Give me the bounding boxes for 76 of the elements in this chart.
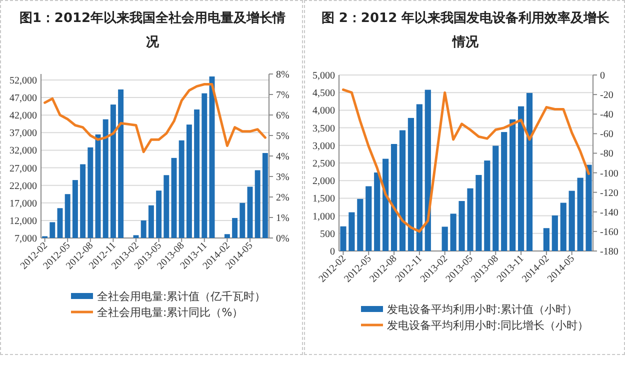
legend-label: 发电设备平均利用小时:累计值（小时） — [387, 303, 578, 316]
chart-title: 图1：2012年以来我国全社会用电量及增长情况 — [18, 10, 287, 52]
y-tick-label: 1,500 — [312, 194, 335, 205]
y2-tick-label: 4% — [276, 152, 290, 162]
y-tick-label: 32,000 — [10, 146, 37, 157]
bar — [560, 202, 566, 251]
bar — [543, 228, 550, 251]
y2-tick-label: 1% — [276, 213, 290, 224]
bar — [390, 144, 398, 251]
y-tick-label: 2,500 — [312, 158, 335, 170]
bar — [510, 119, 516, 251]
y-tick-label: 22,000 — [10, 180, 37, 192]
y2-tick-label: -80 — [600, 148, 614, 160]
y-tick-label: 2,000 — [312, 176, 335, 188]
chart-title: 图 2：2012 年以来我国发电设备利用效率及增长情况 — [320, 10, 610, 52]
bar — [568, 190, 575, 251]
bar — [366, 186, 372, 251]
bar — [340, 226, 346, 251]
y2-tick-label: -140 — [600, 207, 618, 218]
y2-tick-label: -100 — [600, 168, 618, 180]
legend-label: 全社会用电量:累计值（亿千瓦时） — [97, 290, 266, 303]
y2-tick-label: -180 — [600, 246, 618, 258]
bar — [526, 92, 533, 251]
y2-tick-label: 3% — [276, 172, 290, 183]
bar — [374, 172, 380, 251]
legend-label: 发电设备平均利用小时:同比增长（小时） — [387, 319, 589, 332]
y2-tick-label: -120 — [600, 188, 618, 199]
y-tick-label: 3,500 — [312, 123, 335, 134]
bar — [501, 132, 508, 251]
bar — [552, 215, 558, 251]
bar — [518, 106, 524, 251]
y2-tick-label: -40 — [600, 110, 614, 121]
bar — [484, 160, 490, 251]
bar — [458, 201, 465, 251]
y-tick-label: 3,000 — [312, 140, 335, 152]
bar — [424, 90, 431, 251]
bar — [586, 164, 592, 251]
y-tick-label: 42,000 — [10, 110, 37, 122]
y-tick-label: 1,000 — [312, 211, 335, 222]
line-series — [342, 88, 590, 233]
bar — [357, 198, 364, 251]
bar — [467, 188, 474, 251]
y2-tick-label: 7% — [276, 90, 290, 101]
y-tick-label: 7,000 — [14, 234, 37, 244]
y-tick-label: 47,000 — [10, 93, 37, 104]
bar — [399, 130, 406, 251]
y-tick-label: 5,000 — [312, 70, 335, 82]
bar — [408, 118, 414, 251]
y2-tick-label: 6% — [276, 110, 290, 122]
y-tick-label: 52,000 — [10, 75, 37, 86]
y2-tick-label: -60 — [600, 129, 614, 140]
y2-tick-label: 0 — [600, 70, 605, 82]
y-tick-label: 17,000 — [10, 198, 37, 210]
bar — [450, 214, 456, 251]
bar — [492, 146, 499, 251]
y-tick-label: 500 — [320, 228, 335, 240]
y2-tick-label: -20 — [600, 90, 614, 102]
bar — [416, 104, 422, 251]
y2-tick-label: 5% — [276, 131, 290, 142]
y-tick-label: 4,000 — [312, 106, 335, 117]
y-tick-label: 37,000 — [10, 128, 37, 140]
y2-tick-label: -160 — [600, 226, 618, 238]
legend-label: 全社会用电量:累计同比（%） — [97, 306, 244, 319]
y2-tick-label: 0% — [276, 234, 290, 244]
y-tick-label: 12,000 — [10, 216, 37, 227]
bar — [348, 212, 355, 251]
bar — [382, 158, 389, 251]
y-tick-label: 0 — [330, 246, 335, 258]
y2-tick-label: 8% — [276, 70, 290, 80]
bar — [577, 178, 584, 251]
bar — [476, 174, 482, 251]
y-tick-label: 4,500 — [312, 88, 335, 100]
line-series — [44, 83, 266, 154]
y-tick-label: 27,000 — [10, 163, 37, 174]
bar — [442, 226, 448, 251]
y2-tick-label: 2% — [276, 192, 290, 204]
